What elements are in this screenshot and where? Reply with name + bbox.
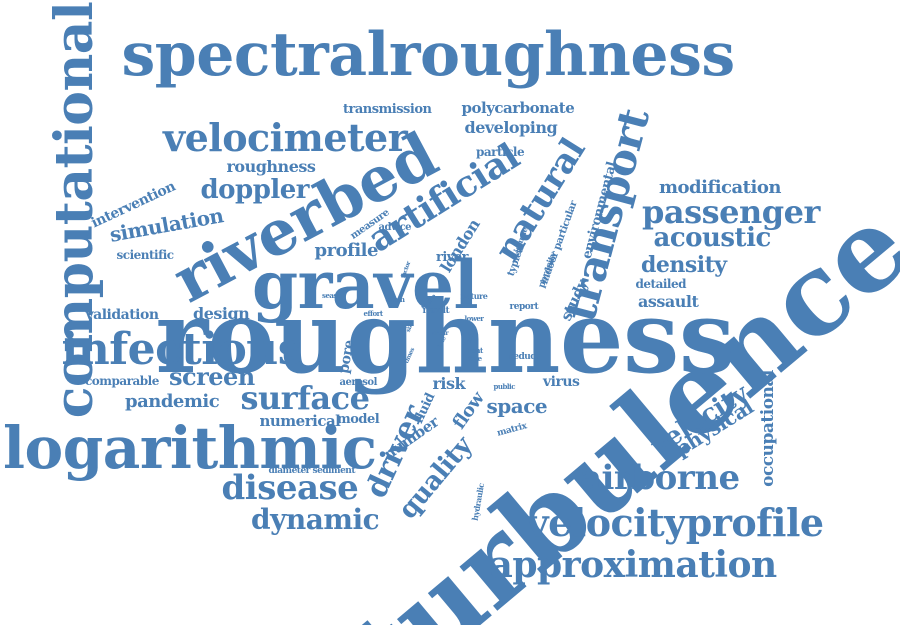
word-doppler: doppler <box>200 175 310 205</box>
word-profile: profile <box>314 240 379 261</box>
word-comparable: comparable <box>85 374 159 388</box>
word-reduce: reduce <box>509 351 541 362</box>
word-cabin: cabin <box>385 294 405 304</box>
word-dynamic: dynamic <box>251 503 380 536</box>
word-diameter-sediment: diameter sediment <box>268 465 356 476</box>
word-screen: screen <box>169 362 255 391</box>
word-infectious: infectious <box>61 324 303 375</box>
word-nature: nature <box>460 291 488 301</box>
word-date: date <box>466 353 483 363</box>
word-public: public <box>493 381 516 391</box>
word-advice: advice <box>378 222 412 233</box>
word-roughness: roughness <box>226 157 316 176</box>
word-developing: developing <box>464 118 558 137</box>
word-modification: modification <box>659 177 781 198</box>
word-assault: assault <box>638 292 699 311</box>
word-validation: validation <box>85 307 160 323</box>
word-report: report <box>509 301 539 312</box>
word-velocimeter: velocimeter <box>163 115 408 160</box>
word-result: result <box>422 305 450 316</box>
word-numerical: numerical <box>259 411 341 430</box>
word-virus: virus <box>543 374 580 390</box>
word-particle: particle <box>476 145 525 159</box>
word-space: space <box>486 394 548 418</box>
word-matrix: matrix <box>496 420 528 439</box>
word-season: season <box>322 290 346 300</box>
word-gravel: gravel <box>252 246 479 324</box>
word-acoustic: acoustic <box>653 223 772 253</box>
word-passenger: passenger <box>642 193 820 231</box>
word-surface: surface <box>240 379 370 417</box>
word-spectralroughness: spectralroughness <box>121 20 736 90</box>
word-effort: effort <box>363 308 384 318</box>
word-scientific: scientific <box>116 248 175 262</box>
word-disease: disease <box>221 468 359 508</box>
word-density: density <box>641 252 727 278</box>
word-river: river <box>436 249 468 265</box>
word-approximation: approximation <box>489 544 778 586</box>
word-airborne: airborne <box>580 458 740 498</box>
word-logarithmic: logarithmic <box>3 414 377 482</box>
word-pandemic: pandemic <box>125 391 220 412</box>
word-risk: risk <box>432 374 466 393</box>
word-design: design <box>193 304 250 323</box>
word-shear: shear <box>432 330 449 337</box>
word-detailed: detailed <box>635 277 687 291</box>
word-roughness: roughness <box>155 278 736 396</box>
word-velocityprofile: velocityprofile <box>526 500 825 545</box>
word-occupational: occupational <box>757 369 778 487</box>
word-model: model <box>337 411 380 427</box>
word-polycarbonate: polycarbonate <box>461 98 575 117</box>
word-aerosol: aerosol <box>339 377 378 388</box>
word-transmission: transmission <box>343 101 432 117</box>
word-front: front <box>465 345 484 355</box>
word-lower: lower <box>464 313 485 323</box>
